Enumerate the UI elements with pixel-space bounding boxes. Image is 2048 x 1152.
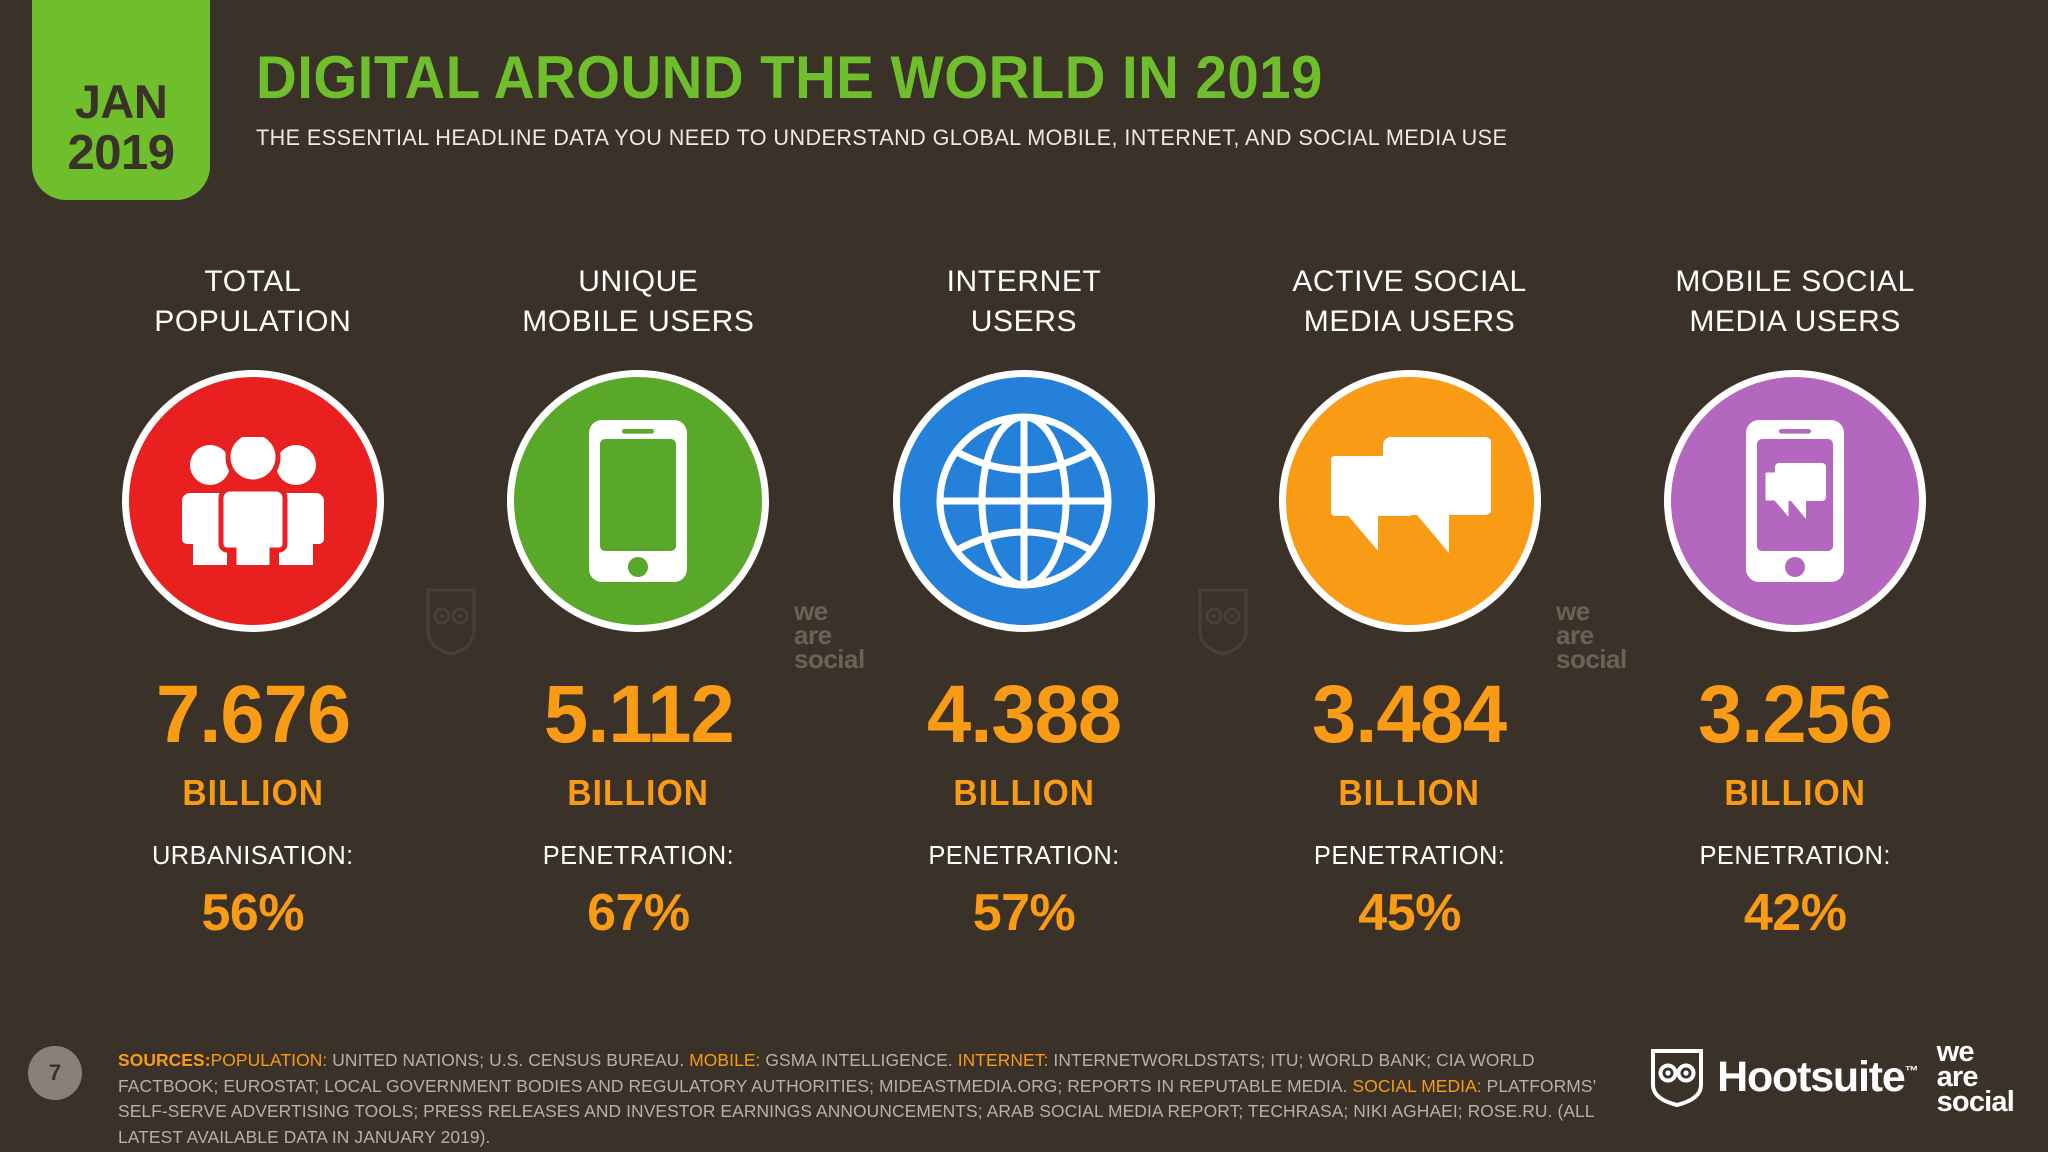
we-are-social-watermark: we are social bbox=[794, 596, 865, 674]
metric-value: 7.676 bbox=[155, 669, 351, 760]
hootsuite-logo: Hootsuite™ bbox=[1649, 1047, 1919, 1108]
metric-heading: ACTIVE SOCIAL MEDIA USERS bbox=[1292, 262, 1527, 344]
metric-heading-line-1: TOTAL bbox=[204, 265, 302, 298]
sources-note: SOURCES:POPULATION: UNITED NATIONS; U.S.… bbox=[118, 1048, 1598, 1150]
owl-watermark-icon bbox=[424, 586, 478, 663]
was-line-3: social bbox=[1936, 1085, 2015, 1118]
sources-category-social-media: SOCIAL MEDIA: bbox=[1352, 1075, 1482, 1096]
metric-unique-mobile-users: UNIQUE MOBILE USERS 5.112 BILLION PENETR… bbox=[446, 262, 832, 939]
metric-heading-line-2: MEDIA USERS bbox=[1689, 304, 1901, 338]
watermark-line-1: we bbox=[1556, 596, 1590, 626]
metric-sub-value: 42% bbox=[1743, 884, 1847, 942]
metric-value: 3.256 bbox=[1698, 669, 1893, 760]
watermark-line-3: social bbox=[1556, 643, 1627, 674]
metric-sub-label: URBANISATION: bbox=[151, 842, 354, 870]
watermark-line-2: are bbox=[794, 619, 832, 650]
sources-text-mobile: GSMA INTELLIGENCE. bbox=[760, 1050, 958, 1070]
metric-unit: BILLION bbox=[1338, 772, 1481, 813]
metric-heading-line-2: MOBILE USERS bbox=[522, 304, 755, 338]
metric-value: 3.484 bbox=[1312, 669, 1507, 760]
metric-unit: BILLION bbox=[1724, 772, 1867, 813]
sources-category-internet: INTERNET: bbox=[957, 1050, 1049, 1070]
hootsuite-trademark: ™ bbox=[1904, 1062, 1919, 1079]
metric-heading: TOTAL POPULATION bbox=[154, 262, 351, 344]
page-title: DIGITAL AROUND THE WORLD IN 2019 bbox=[256, 44, 1323, 111]
metric-sub-value: 56% bbox=[201, 884, 305, 942]
chat-bubbles-icon bbox=[1328, 437, 1491, 568]
metric-heading-line-1: ACTIVE SOCIAL bbox=[1292, 265, 1527, 298]
title-block: DIGITAL AROUND THE WORLD IN 2019 THE ESS… bbox=[256, 48, 1756, 151]
metric-heading-line-2: USERS bbox=[970, 304, 1078, 338]
metric-heading: INTERNET USERS bbox=[947, 262, 1102, 344]
mobile-phone-icon bbox=[589, 420, 688, 582]
metric-icon-circle bbox=[507, 370, 770, 632]
metric-icon-circle bbox=[1278, 370, 1541, 632]
metric-heading: MOBILE SOCIAL MEDIA USERS bbox=[1675, 262, 1915, 344]
metric-sub-value: 57% bbox=[972, 884, 1076, 942]
metric-internet-users: INTERNET USERS 4.388 BILLION PENETR bbox=[831, 262, 1217, 939]
metric-icon-circle bbox=[1664, 370, 1927, 632]
metric-heading-line-2: MEDIA USERS bbox=[1303, 304, 1516, 338]
metric-sub-value: 45% bbox=[1358, 884, 1461, 942]
badge-month: JAN bbox=[74, 75, 168, 128]
we-are-social-logo: we are social bbox=[1936, 1036, 2015, 1118]
metric-icon-circle bbox=[892, 370, 1155, 632]
metric-sub-label: PENETRATION: bbox=[928, 842, 1120, 870]
metric-heading-line-1: UNIQUE bbox=[578, 265, 699, 298]
page-subtitle: THE ESSENTIAL HEADLINE DATA YOU NEED TO … bbox=[256, 125, 1508, 150]
sources-category-population: POPULATION: bbox=[210, 1050, 328, 1070]
hootsuite-wordmark: Hootsuite™ bbox=[1717, 1053, 1918, 1102]
hootsuite-name-text: Hootsuite bbox=[1717, 1052, 1906, 1101]
metric-unit: BILLION bbox=[567, 772, 710, 813]
metric-sub-label: PENETRATION: bbox=[542, 842, 735, 870]
brand-lockup: Hootsuite™ we are social bbox=[1649, 1036, 2015, 1118]
metric-mobile-social-media-users: MOBILE SOCIAL MEDIA USERS 3.256 BILLION … bbox=[1602, 262, 1988, 939]
date-badge: JAN 2019 bbox=[32, 0, 210, 200]
metric-active-social-media-users: ACTIVE SOCIAL MEDIA USERS 3.484 BILLION … bbox=[1217, 262, 1603, 939]
metric-sub-value: 67% bbox=[587, 884, 690, 942]
sources-text-social-media: PLATFORMS’ SELF-SERVE ADVERTISING TOOLS;… bbox=[118, 1075, 1596, 1147]
watermark-line-3: social bbox=[794, 643, 865, 674]
metric-icon-circle bbox=[121, 370, 384, 632]
sources-category-mobile: MOBILE: bbox=[689, 1050, 761, 1070]
metric-value: 5.112 bbox=[543, 669, 734, 760]
metric-value: 4.388 bbox=[926, 669, 1122, 760]
metrics-row: TOTAL POPULATION 7.676 BILLION URBANISAT… bbox=[60, 262, 1988, 939]
was-line-1: we bbox=[1936, 1036, 1975, 1068]
metric-total-population: TOTAL POPULATION 7.676 BILLION URBANISAT… bbox=[60, 262, 446, 939]
metric-unit: BILLION bbox=[181, 772, 324, 813]
metric-unit: BILLION bbox=[953, 772, 1095, 813]
we-are-social-watermark: we are social bbox=[1556, 596, 1627, 674]
metric-heading-line-2: POPULATION bbox=[154, 304, 352, 338]
page-number-badge: 7 bbox=[28, 1046, 82, 1100]
sources-text-internet: INTERNETWORLDSTATS; ITU; WORLD BANK; CIA… bbox=[118, 1050, 1535, 1096]
metric-sub-label: PENETRATION: bbox=[1699, 842, 1891, 870]
metric-heading-line-1: MOBILE SOCIAL bbox=[1675, 265, 1915, 298]
owl-logo-icon bbox=[1651, 1049, 1704, 1108]
globe-icon bbox=[936, 413, 1112, 589]
metric-heading: UNIQUE MOBILE USERS bbox=[522, 262, 754, 344]
badge-year: 2019 bbox=[67, 126, 175, 180]
was-line-2: are bbox=[1936, 1060, 1979, 1093]
watermark-line-1: we bbox=[794, 596, 828, 626]
sources-text-population: UNITED NATIONS; U.S. CENSUS BUREAU. bbox=[327, 1050, 690, 1070]
owl-watermark-icon bbox=[1196, 586, 1250, 663]
people-group-icon bbox=[181, 437, 324, 565]
metric-sub-label: PENETRATION: bbox=[1313, 842, 1506, 870]
metric-heading-line-1: INTERNET bbox=[946, 265, 1102, 298]
mobile-chat-icon bbox=[1746, 420, 1845, 582]
sources-label: SOURCES: bbox=[118, 1050, 211, 1070]
watermark-line-2: are bbox=[1556, 619, 1594, 650]
